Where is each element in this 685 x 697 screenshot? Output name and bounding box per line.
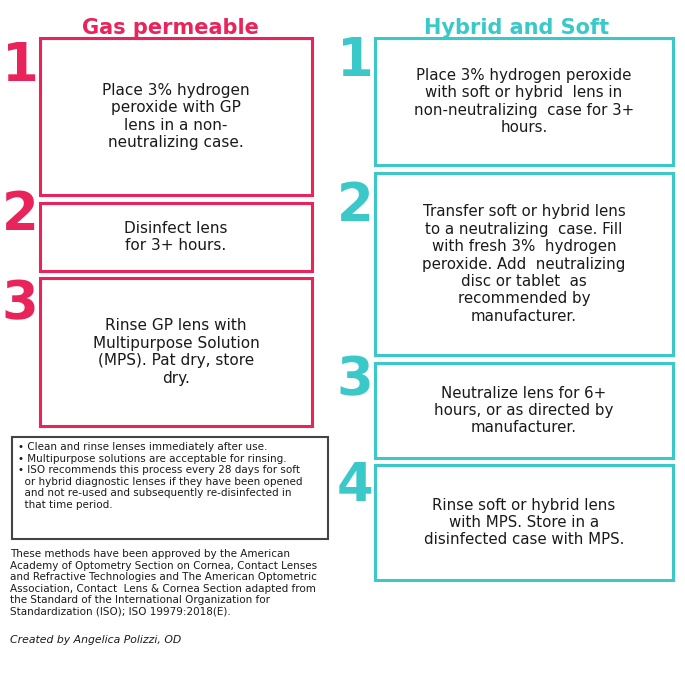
Text: Place 3% hydrogen
peroxide with GP
lens in a non-
neutralizing case.: Place 3% hydrogen peroxide with GP lens … (102, 83, 250, 150)
Text: 2: 2 (336, 180, 373, 232)
Text: Rinse soft or hybrid lens
with MPS. Store in a
disinfected case with MPS.: Rinse soft or hybrid lens with MPS. Stor… (424, 498, 624, 547)
FancyBboxPatch shape (40, 278, 312, 426)
Text: 1: 1 (336, 35, 373, 87)
Text: Transfer soft or hybrid lens
to a neutralizing  case. Fill
with fresh 3%  hydrog: Transfer soft or hybrid lens to a neutra… (423, 204, 625, 323)
Text: 2: 2 (1, 190, 38, 241)
FancyBboxPatch shape (40, 203, 312, 271)
Text: Disinfect lens
for 3+ hours.: Disinfect lens for 3+ hours. (124, 221, 227, 253)
Text: • Clean and rinse lenses immediately after use.
• Multipurpose solutions are acc: • Clean and rinse lenses immediately aft… (18, 442, 303, 510)
FancyBboxPatch shape (40, 38, 312, 195)
Text: Neutralize lens for 6+
hours, or as directed by
manufacturer.: Neutralize lens for 6+ hours, or as dire… (434, 385, 614, 436)
FancyBboxPatch shape (375, 173, 673, 355)
Text: 4: 4 (337, 460, 373, 512)
Text: 1: 1 (1, 40, 38, 92)
Text: Gas permeable: Gas permeable (82, 18, 258, 38)
FancyBboxPatch shape (12, 437, 328, 539)
Text: Created by Angelica Polizzi, OD: Created by Angelica Polizzi, OD (10, 635, 182, 645)
Text: Rinse GP lens with
Multipurpose Solution
(MPS). Pat dry, store
dry.: Rinse GP lens with Multipurpose Solution… (92, 319, 260, 385)
Text: Place 3% hydrogen peroxide
with soft or hybrid  lens in
non-neutralizing  case f: Place 3% hydrogen peroxide with soft or … (414, 68, 634, 135)
Text: 3: 3 (336, 354, 373, 406)
Text: These methods have been approved by the American
Academy of Optometry Section on: These methods have been approved by the … (10, 549, 317, 617)
FancyBboxPatch shape (375, 38, 673, 165)
Text: 3: 3 (1, 279, 38, 330)
FancyBboxPatch shape (375, 465, 673, 580)
FancyBboxPatch shape (375, 363, 673, 458)
Text: Hybrid and Soft: Hybrid and Soft (425, 18, 610, 38)
